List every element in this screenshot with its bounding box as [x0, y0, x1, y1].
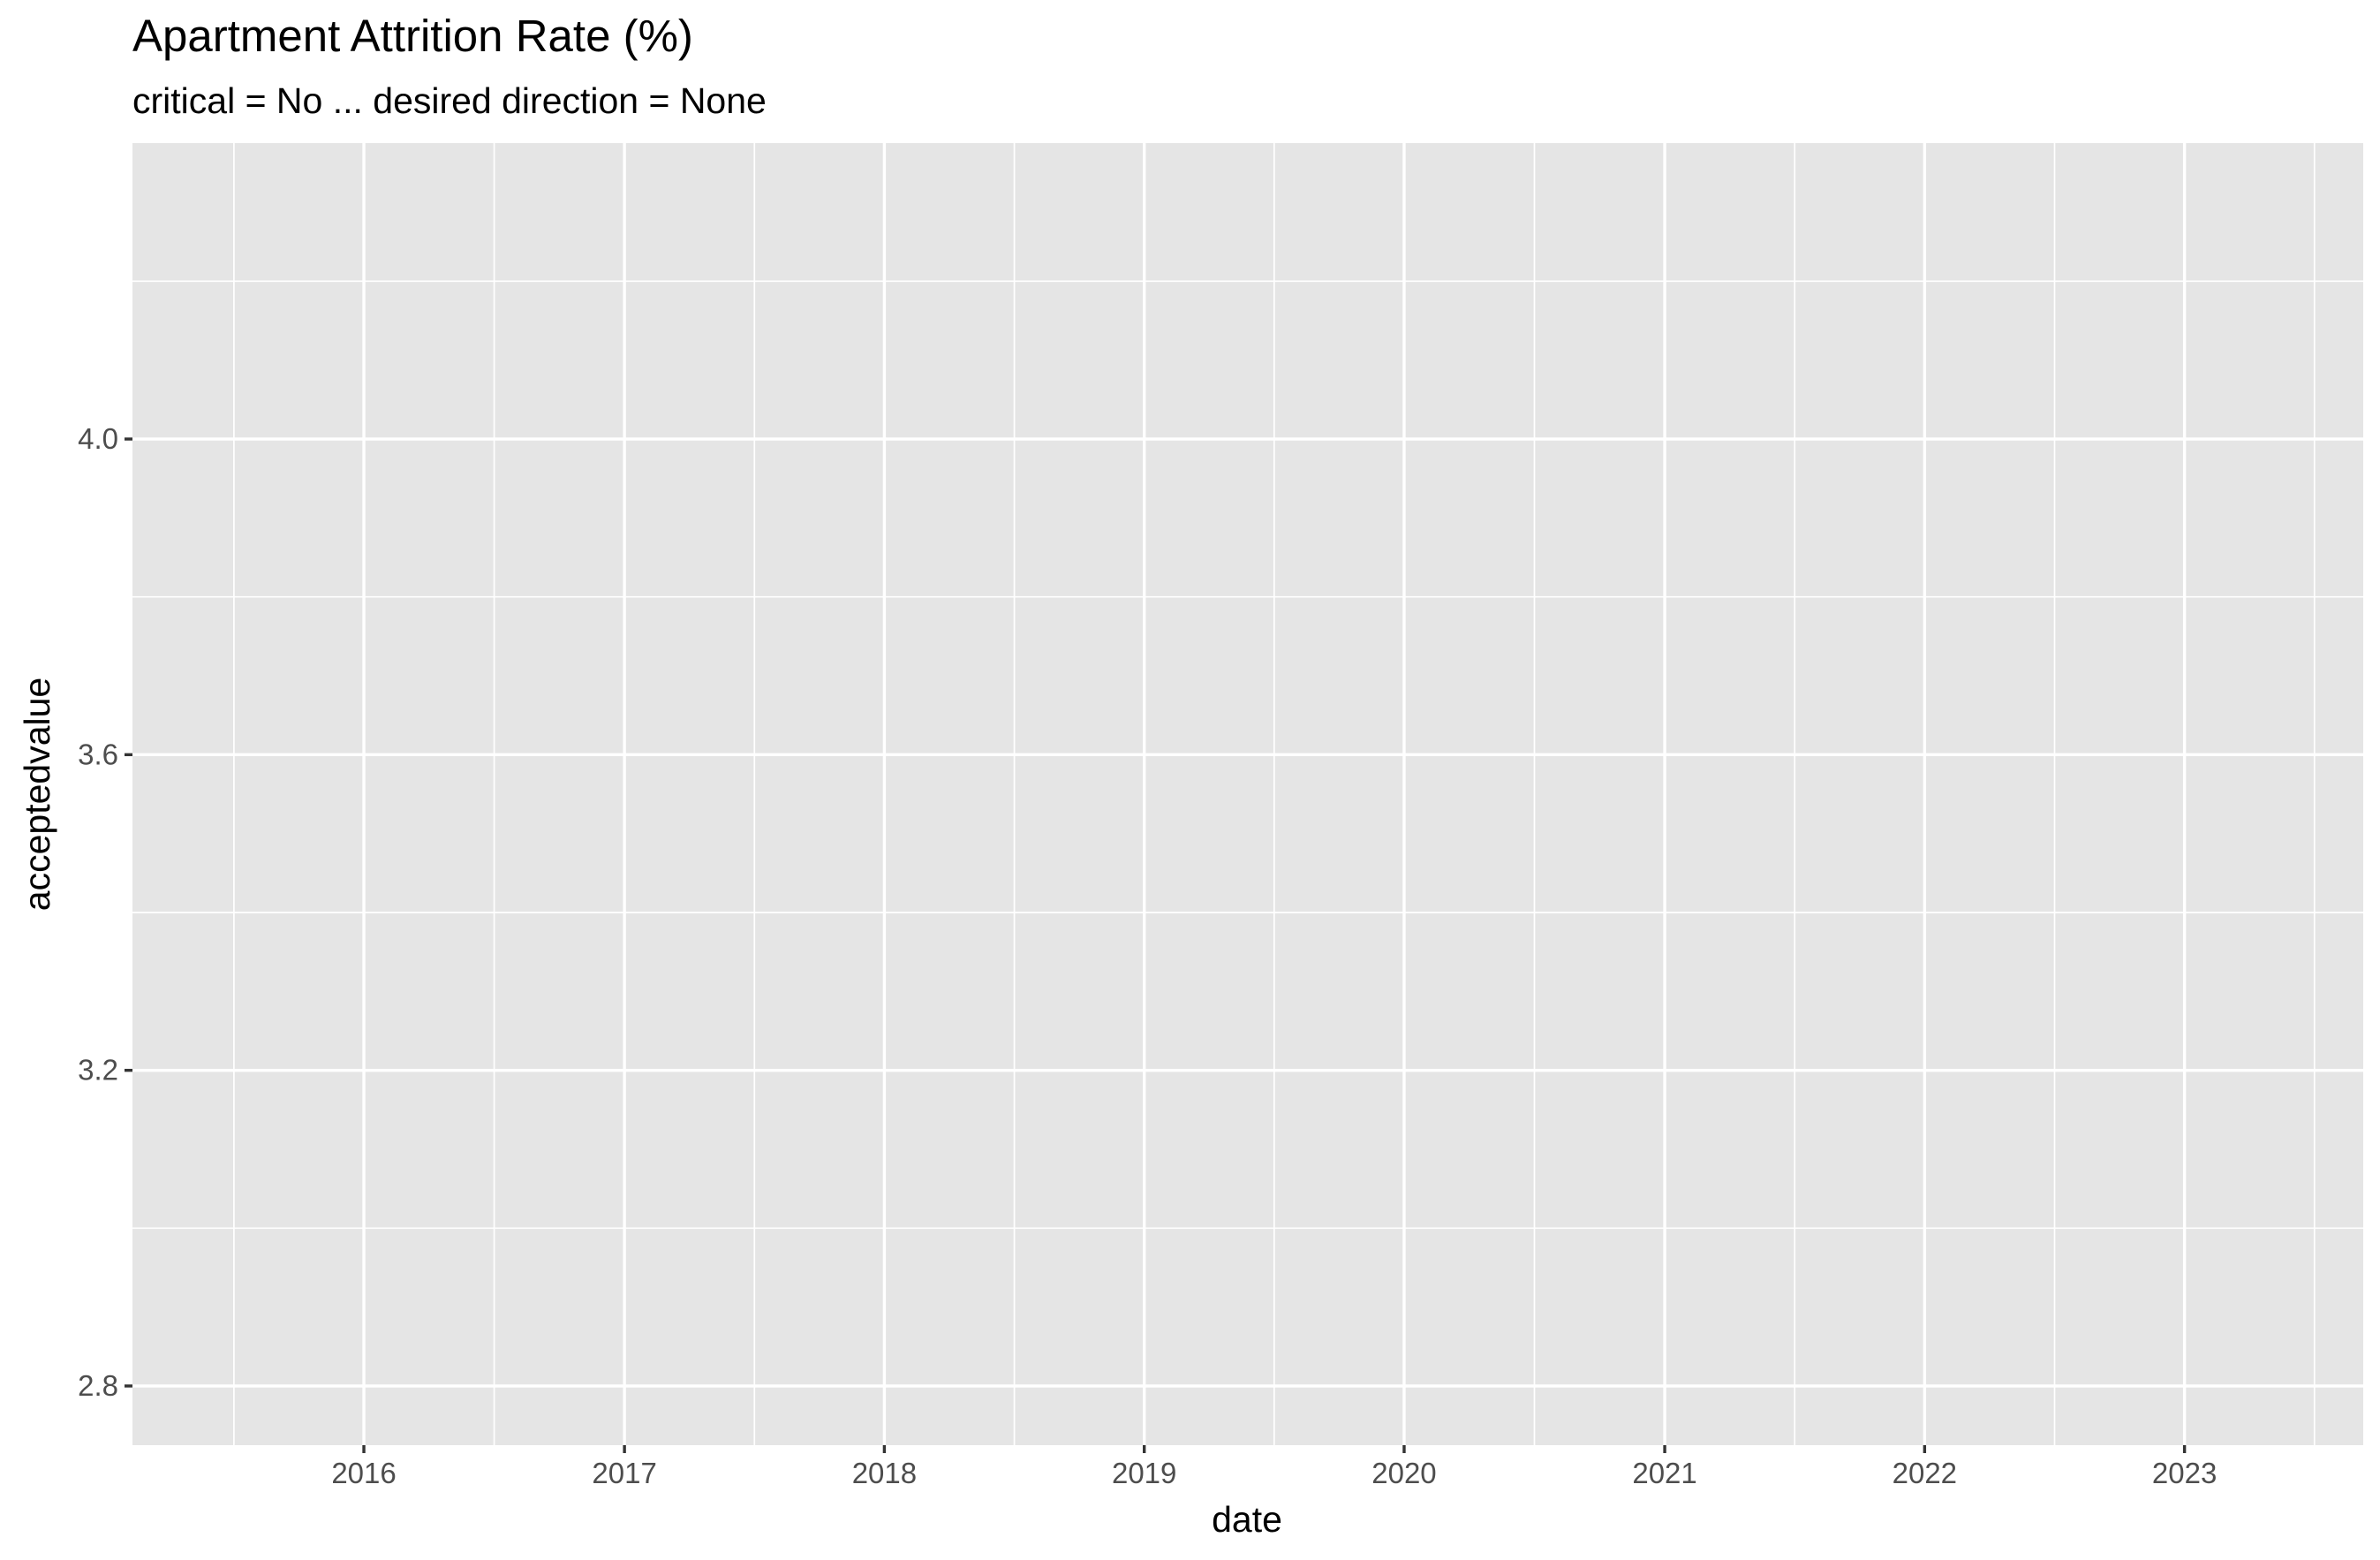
major-gridlines-x [362, 143, 2187, 1445]
minor-gridlines-x [233, 143, 2316, 1445]
y-axis: 2.8 3.2 3.6 4.0 [78, 422, 132, 1402]
x-tick-label: 2022 [1893, 1457, 1957, 1489]
y-tick-label: 4.0 [78, 422, 118, 455]
x-tick-label: 2018 [852, 1457, 917, 1489]
x-tick-label: 2021 [1632, 1457, 1696, 1489]
x-axis-title: date [1212, 1499, 1282, 1540]
chart-title: Apartment Attrition Rate (%) [132, 11, 693, 61]
y-tick-label: 3.6 [78, 738, 118, 770]
y-tick-label: 3.2 [78, 1054, 118, 1087]
major-gridlines-y [132, 437, 2363, 1388]
minor-gridlines-y [132, 280, 2363, 1230]
x-tick-label: 2019 [1112, 1457, 1176, 1489]
x-tick-label: 2023 [2152, 1457, 2217, 1489]
y-axis-title: acceptedvalue [17, 678, 57, 911]
x-tick-label: 2020 [1371, 1457, 1436, 1489]
x-tick-label: 2017 [592, 1457, 656, 1489]
x-tick-label: 2016 [331, 1457, 396, 1489]
x-axis: 2016 2017 2018 2019 2020 2021 2022 2023 [331, 1445, 2217, 1489]
plot-panel [132, 143, 2363, 1445]
y-tick-label: 2.8 [78, 1369, 118, 1402]
chart-subtitle: critical = No ... desired direction = No… [132, 80, 767, 121]
